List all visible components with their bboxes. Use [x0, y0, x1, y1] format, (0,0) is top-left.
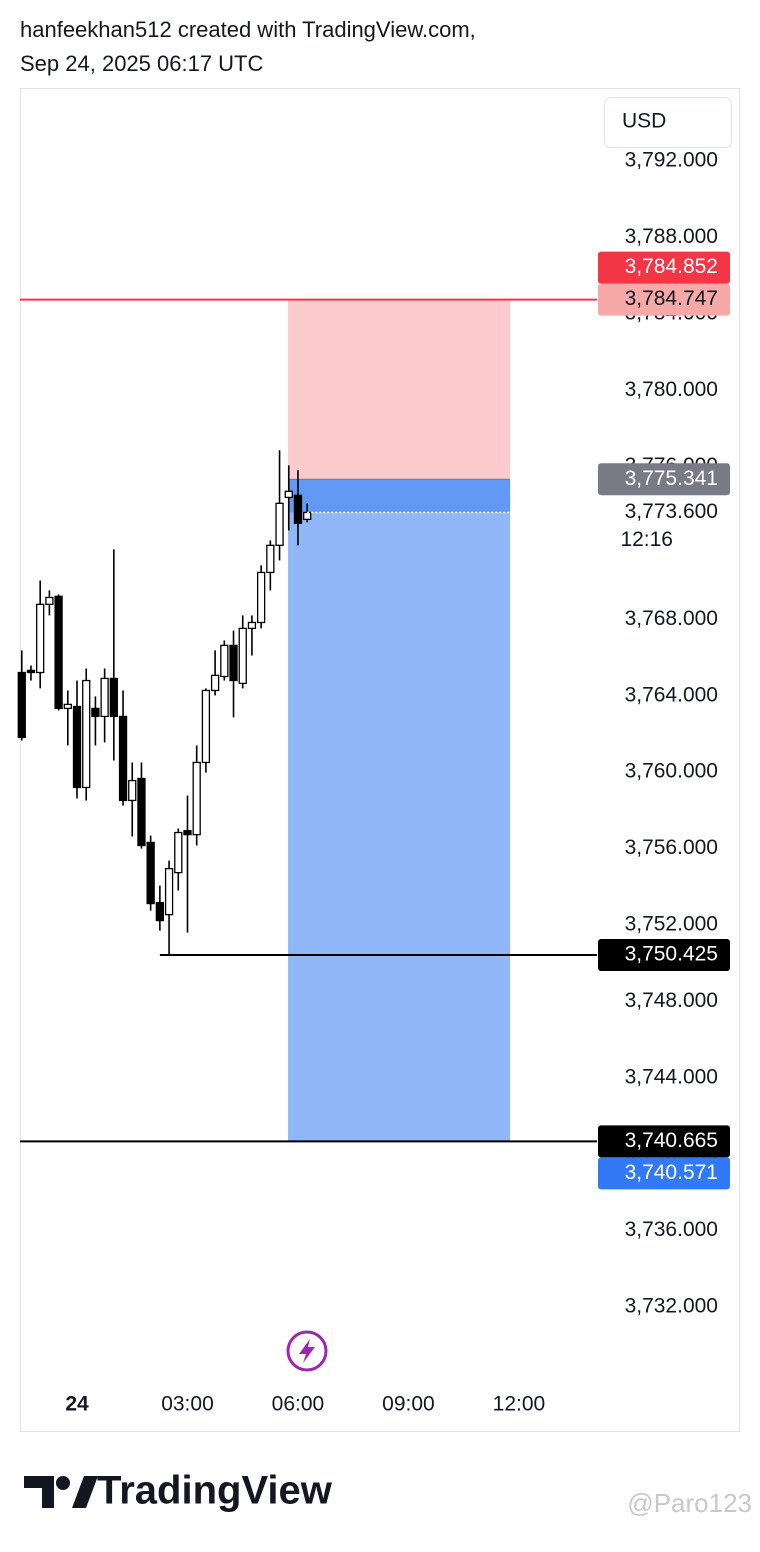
candle-body: [164, 867, 174, 916]
x-tick-label: 03:00: [161, 1393, 214, 1416]
candle-body: [82, 679, 91, 789]
price-label-box: [598, 1125, 730, 1158]
candle-body: [146, 841, 155, 905]
candle-body: [238, 627, 247, 685]
lightning-icon[interactable]: [286, 1330, 328, 1372]
candle-body: [91, 707, 100, 718]
candle-body: [128, 779, 137, 802]
y-tick-label: 3,788.000: [625, 225, 718, 248]
candle-body: [293, 494, 303, 525]
price-label: 3,740.571: [625, 1161, 718, 1184]
candle-body: [275, 502, 284, 546]
y-tick-label: 3,756.000: [625, 836, 718, 859]
candle-body: [137, 777, 146, 847]
author-line: hanfeekhan512 created with TradingView.c…: [20, 17, 476, 42]
last-price-label: 3,773.600: [625, 500, 718, 523]
candle-body: [174, 831, 183, 874]
currency-label[interactable]: USD: [622, 110, 666, 133]
candle-body: [303, 511, 312, 521]
price-label-box: [598, 463, 730, 496]
x-tick-label: 12:00: [493, 1393, 546, 1416]
stop-zone: [288, 299, 511, 480]
candle-body: [266, 544, 275, 574]
candle-body: [183, 829, 192, 836]
candle-body: [155, 901, 165, 922]
y-tick-label: 3,744.000: [625, 1065, 718, 1088]
candle-body: [72, 705, 82, 789]
date-line: Sep 24, 2025 06:17 UTC: [20, 51, 263, 76]
y-tick-label: 3,768.000: [625, 607, 718, 630]
y-tick-label: 3,792.000: [625, 149, 718, 172]
y-tick-label: 3,732.000: [625, 1294, 718, 1317]
x-tick-label: 24: [65, 1393, 89, 1416]
price-label-box: [598, 1157, 730, 1190]
y-tick-label: 3,736.000: [625, 1218, 718, 1241]
last-price-bg: [598, 496, 730, 555]
y-tick-label: 3,760.000: [625, 760, 718, 783]
price-label-box: [598, 939, 730, 972]
y-tick-label: 3,780.000: [625, 378, 718, 401]
candle-body: [54, 595, 63, 710]
candle-body: [256, 571, 266, 624]
x-tick-label: 06:00: [272, 1393, 325, 1416]
candle-body: [45, 596, 54, 605]
candle-body: [229, 644, 238, 682]
currency-button[interactable]: [604, 97, 732, 148]
price-label-box: [598, 251, 730, 284]
candle-body: [100, 677, 109, 718]
y-tick-label: 3,752.000: [625, 913, 718, 936]
candle-body: [17, 671, 26, 739]
plot-area: 3,792.0003,788.0003,784.0003,780.0003,77…: [17, 149, 730, 1416]
y-tick-label: 3,764.000: [625, 683, 718, 706]
candle-body: [192, 761, 201, 836]
target-zone: [288, 479, 511, 1142]
candle-body: [118, 715, 128, 802]
price-label: 3,740.665: [625, 1129, 718, 1152]
price-label: 3,750.425: [625, 943, 718, 966]
price-label: 3,775.341: [625, 467, 718, 490]
brand: TradingView: [97, 1469, 333, 1513]
candle-body: [109, 677, 118, 718]
candle-body: [26, 669, 36, 674]
y-tick-label: 3,748.000: [625, 989, 718, 1012]
candle-body: [220, 644, 229, 678]
candle-body: [201, 689, 211, 764]
open-profit-zone: [288, 479, 511, 513]
watermark: @Paro123: [627, 1488, 752, 1518]
price-label: 3,784.852: [625, 255, 718, 278]
tradingview-logo: [24, 1476, 98, 1508]
candle-body: [210, 674, 220, 692]
countdown: 12:16: [620, 528, 673, 551]
price-label: 3,784.747: [625, 287, 718, 310]
candle-body: [36, 603, 45, 674]
candle-body: [247, 621, 257, 630]
price-label-box: [598, 283, 730, 316]
candle-body: [284, 490, 293, 499]
x-tick-label: 09:00: [382, 1393, 435, 1416]
candle-body: [63, 703, 72, 710]
